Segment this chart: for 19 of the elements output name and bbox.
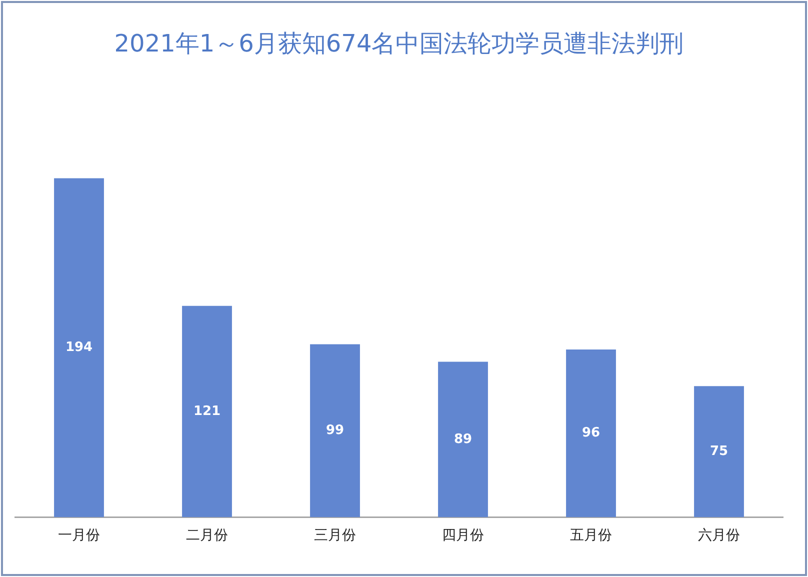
x-tick-label: 二月份 (186, 526, 228, 542)
x-tick-label: 五月份 (570, 526, 612, 542)
data-label: 75 (710, 444, 728, 460)
bar (182, 306, 232, 518)
x-tick-label: 六月份 (698, 526, 740, 542)
data-label: 89 (454, 432, 472, 447)
x-tick-label: 三月份 (314, 526, 356, 542)
bar (694, 386, 744, 518)
x-tick-label: 四月份 (442, 526, 484, 542)
bar (54, 178, 104, 518)
bar (566, 349, 616, 518)
data-label: 121 (193, 404, 221, 419)
data-label: 99 (326, 423, 344, 438)
x-tick-label: 一月份 (58, 526, 100, 542)
data-label: 194 (65, 340, 93, 356)
chart-title: 2021年1～6月获知674名中国法轮功学员遭非法判刑 (114, 30, 684, 58)
bar (310, 344, 360, 518)
bar (438, 362, 488, 518)
data-label: 96 (582, 426, 600, 441)
